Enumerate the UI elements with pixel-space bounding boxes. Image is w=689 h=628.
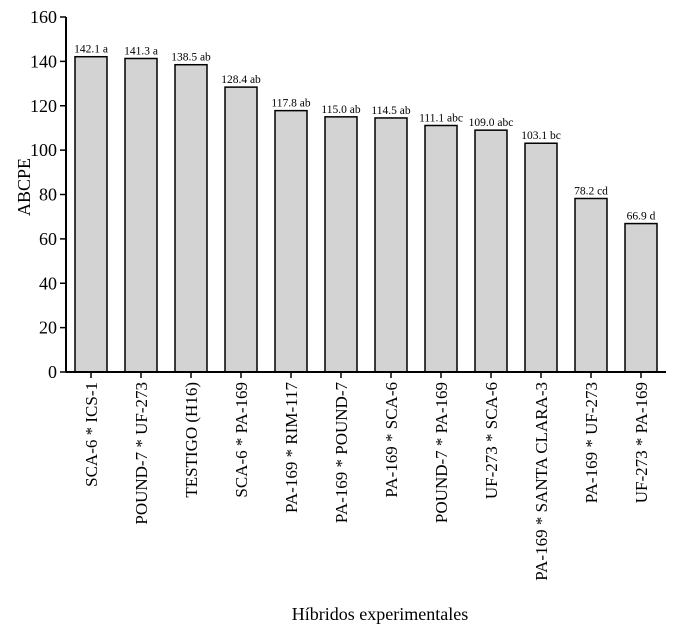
x-tick-label: PA-169 * SANTA CLARA-3 [532, 382, 551, 581]
y-tick-label: 40 [39, 273, 57, 293]
data-label: 117.8 ab [271, 98, 310, 110]
data-label: 141.3 a [124, 45, 158, 57]
x-tick-label: SCA-6 * ICS-1 [82, 382, 101, 487]
x-tick-label: PA-169 * SCA-6 [382, 382, 401, 498]
data-label: 128.4 ab [221, 74, 261, 86]
bar [624, 222, 658, 373]
data-label: 78.2 cd [574, 185, 608, 197]
data-label: 138.5 ab [171, 52, 211, 64]
y-axis: 0 20 40 60 80 100 120 140 160 [30, 7, 67, 382]
y-tick-label: 60 [39, 229, 57, 249]
bar [224, 86, 258, 373]
y-tick-label: 140 [30, 51, 57, 71]
bars-layer: 142.1 a 141.3 a 138.5 ab 128.4 ab 117.8 ab 11… [74, 44, 658, 373]
data-label: 103.1 bc [521, 130, 561, 142]
y-axis-title: ABCPE [14, 158, 34, 216]
bar [574, 197, 608, 373]
x-tick-label: PA-169 * RIM-117 [282, 382, 301, 513]
y-tick-label: 100 [30, 140, 57, 160]
x-tick-label: PA-169 * POUND-7 [332, 382, 351, 524]
x-tick-label: TESTIGO (H16) [182, 382, 201, 498]
bar [324, 116, 358, 373]
data-label: 114.5 ab [371, 105, 410, 117]
x-tick-label: SCA-6 * PA-169 [232, 382, 251, 498]
bar [374, 117, 408, 373]
x-tick-label: UF-273 * SCA-6 [482, 382, 501, 499]
y-tick-label: 0 [48, 362, 57, 382]
bar [74, 55, 108, 373]
bar [524, 142, 558, 373]
data-label: 115.0 ab [321, 104, 360, 116]
y-tick-label: 80 [39, 185, 57, 205]
bar [274, 109, 308, 373]
x-axis: SCA-6 * ICS-1 POUND-7 * UF-273 TESTIGO (H1… [66, 371, 666, 581]
bar [174, 63, 208, 373]
data-label: 142.1 a [74, 44, 108, 56]
data-label: 111.1 abc [419, 112, 463, 124]
x-tick-label: POUND-7 * PA-169 [432, 382, 451, 523]
x-axis-title: Híbridos experimentales [292, 604, 468, 624]
data-label: 109.0 abc [469, 117, 514, 129]
y-tick-label: 120 [30, 96, 57, 116]
bar [124, 57, 158, 373]
y-tick-label: 160 [30, 7, 57, 27]
x-tick-label: POUND-7 * UF-273 [132, 382, 151, 525]
x-tick-label: UF-273 * PA-169 [632, 382, 651, 503]
bar [474, 129, 508, 373]
x-tick-label: PA-169 * UF-273 [582, 382, 601, 503]
y-tick-label: 20 [39, 318, 57, 338]
data-label: 66.9 d [627, 211, 656, 223]
bar [424, 124, 458, 373]
